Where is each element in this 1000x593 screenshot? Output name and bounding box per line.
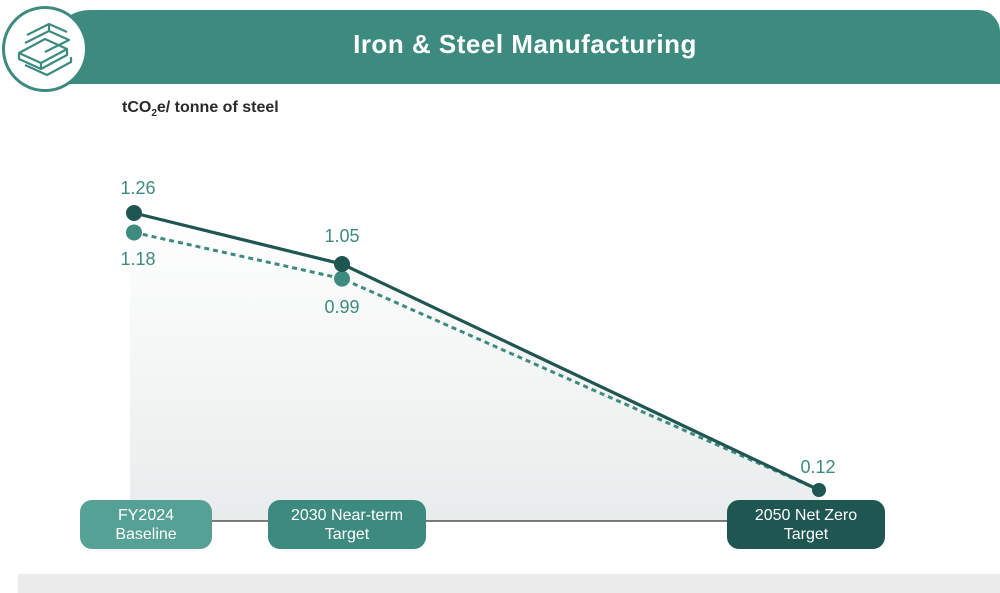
- value-label-2050: 0.12: [800, 457, 835, 477]
- pill-line1: 2050 Net Zero: [754, 506, 858, 524]
- category-pill-fy2024: FY2024 Baseline: [80, 500, 212, 549]
- category-pill-2030: 2030 Near-term Target: [268, 500, 426, 549]
- series-line-dashed: [133, 230, 820, 492]
- steel-beams-icon: [17, 22, 73, 77]
- pill-line2: Target: [324, 525, 370, 543]
- category-pill-2050: 2050 Net Zero Target: [727, 500, 885, 549]
- y-axis-label: tCO2e/ tonne of steel: [122, 99, 279, 119]
- y-axis-label-suffix: e/ tonne of steel: [156, 99, 279, 116]
- area-fill: [130, 213, 819, 521]
- data-point-dashed-0: [126, 224, 142, 241]
- data-point-solid-1: [334, 256, 350, 273]
- pill-line2: Target: [783, 525, 829, 543]
- pill-line1: FY2024: [117, 506, 175, 524]
- y-axis-label-subscript: 2: [151, 108, 157, 120]
- data-point-solid-0: [126, 205, 142, 221]
- value-label-2030-upper: 1.05: [324, 226, 359, 246]
- y-axis-label-prefix: tCO: [122, 99, 152, 116]
- value-label-fy2024-upper: 1.26: [120, 178, 155, 198]
- chart-title: Iron & Steel Manufacturing: [353, 29, 697, 59]
- value-label-fy2024-lower: 1.18: [120, 249, 155, 269]
- header-banner: Iron & Steel Manufacturing: [50, 10, 1000, 84]
- data-point-solid-2: [812, 483, 826, 497]
- footer-band: [18, 574, 1000, 593]
- pill-line1: 2030 Near-term: [290, 506, 404, 524]
- value-label-2030-lower: 0.99: [324, 297, 359, 317]
- data-point-dashed-1: [334, 270, 350, 287]
- pill-line2: Baseline: [115, 525, 177, 543]
- logo-badge: [2, 6, 88, 92]
